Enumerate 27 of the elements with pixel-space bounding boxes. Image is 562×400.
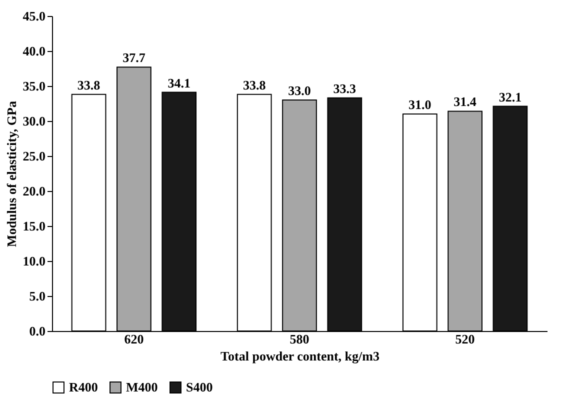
data-label: 33.8 [77, 77, 101, 92]
y-tick-label: 5.0 [29, 288, 46, 304]
legend-label: S400 [186, 380, 213, 395]
y-tick-label: 30.0 [22, 114, 46, 128]
x-tick-label: 620 [124, 332, 144, 346]
data-label: 33.3 [333, 80, 357, 96]
y-tick-label: 15.0 [22, 218, 46, 234]
y-tick-label: 40.0 [22, 44, 46, 58]
data-label: 33.8 [242, 77, 266, 92]
y-tick-label: 25.0 [22, 148, 46, 164]
data-label: 33.0 [288, 83, 311, 98]
x-tick-label: 520 [455, 332, 475, 346]
y-tick-label: 10.0 [22, 254, 46, 268]
data-label: 31.0 [408, 97, 432, 112]
data-label: 32.1 [498, 89, 522, 104]
x-tick-label: 580 [290, 332, 310, 346]
data-label: 31.4 [454, 94, 477, 110]
y-tick-label: 20.0 [22, 184, 46, 198]
data-label: 37.7 [122, 50, 146, 66]
legend-label: M400 [126, 380, 158, 395]
y-tick-label: 0.0 [29, 324, 46, 338]
y-axis-title: Modulus of elasticity, GPa [4, 100, 19, 247]
y-tick-label: 45.0 [22, 8, 46, 24]
y-tick-label: 35.0 [22, 78, 46, 94]
x-axis-title: Total powder content, kg/m3 [220, 348, 380, 364]
legend-label: R400 [69, 380, 98, 395]
data-label: 34.1 [168, 75, 190, 90]
